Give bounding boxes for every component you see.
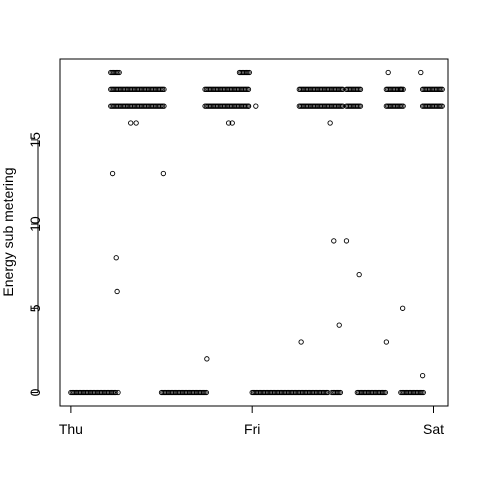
data-point	[253, 103, 259, 109]
plot-frame	[59, 58, 449, 407]
x-tick-label: Thu	[59, 421, 83, 437]
data-point	[225, 120, 232, 126]
scatter-points	[68, 69, 445, 396]
data-point	[383, 339, 390, 345]
data-point	[439, 103, 445, 109]
data-point	[109, 170, 116, 177]
data-point	[419, 373, 426, 379]
data-point	[161, 103, 167, 109]
data-point	[245, 103, 252, 109]
data-point	[343, 238, 350, 244]
data-point	[340, 86, 346, 92]
data-point	[439, 86, 445, 92]
data-point	[114, 288, 120, 295]
data-point	[400, 86, 406, 92]
data-point	[327, 120, 333, 126]
data-point	[357, 103, 364, 109]
y-tick-label: 15	[27, 132, 43, 148]
data-point	[418, 69, 424, 76]
data-point	[245, 86, 252, 92]
y-axis-title: Energy sub metering	[0, 167, 16, 296]
data-point	[398, 86, 404, 92]
data-point	[246, 69, 252, 76]
data-point	[115, 389, 121, 396]
data-point	[400, 305, 406, 311]
data-point	[357, 86, 364, 92]
x-axis: Thu Fri Sat	[59, 405, 444, 437]
data-point	[204, 356, 210, 362]
data-point	[161, 86, 167, 92]
data-point	[203, 389, 209, 396]
y-tick-label: 10	[27, 216, 43, 232]
y-axis: 0 5 10 15	[27, 132, 43, 397]
data-point	[160, 170, 167, 177]
data-point	[337, 389, 344, 396]
data-point	[385, 69, 391, 76]
data-point	[128, 120, 134, 126]
data-point	[113, 255, 119, 261]
data-point	[229, 120, 235, 126]
data-point	[356, 271, 362, 278]
data-point	[298, 339, 304, 345]
x-tick-label: Sat	[423, 421, 444, 437]
data-point	[382, 389, 388, 396]
x-tick-label: Fri	[244, 421, 260, 437]
data-point	[116, 69, 122, 76]
data-point	[340, 103, 346, 109]
y-tick-label: 0	[27, 388, 43, 396]
data-point	[400, 103, 406, 109]
data-point	[331, 238, 337, 244]
data-point	[336, 322, 342, 328]
data-point	[113, 389, 119, 396]
data-point	[133, 120, 139, 126]
data-point	[420, 389, 426, 396]
y-tick-label: 5	[27, 304, 43, 312]
